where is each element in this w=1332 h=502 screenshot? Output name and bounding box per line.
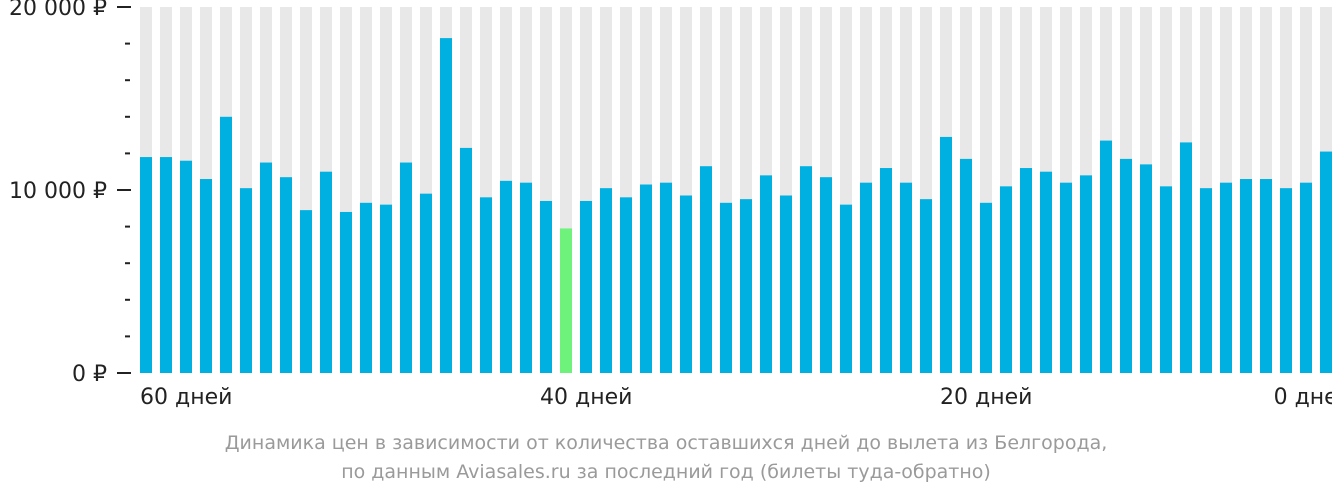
bar	[980, 202, 992, 373]
bar	[720, 202, 732, 373]
bar	[700, 166, 712, 373]
bar	[900, 182, 912, 373]
bar	[400, 162, 412, 373]
bar	[1320, 151, 1332, 373]
bar	[820, 177, 832, 373]
bar	[860, 182, 872, 373]
bar	[580, 200, 592, 373]
bar	[1000, 186, 1012, 373]
x-tick-label: 20 дней	[940, 385, 1032, 410]
bar	[600, 188, 612, 373]
bar	[360, 202, 372, 373]
bar	[540, 200, 552, 373]
bar	[960, 158, 972, 373]
bar	[800, 166, 812, 373]
bar	[1060, 182, 1072, 373]
bar	[940, 136, 952, 373]
bar	[1080, 175, 1092, 373]
bar	[1020, 168, 1032, 373]
y-tick-label: 10 000 ₽	[9, 179, 107, 204]
bar	[1120, 158, 1132, 373]
y-axis: 20 000 ₽ 10 000 ₽ 0 ₽	[9, 0, 131, 387]
x-tick-label: 40 дней	[540, 385, 632, 410]
bar	[420, 193, 432, 373]
bar	[440, 38, 452, 374]
chart-caption-line-2: по данным Aviasales.ru за последний год …	[341, 461, 991, 483]
bar	[180, 160, 192, 373]
bar	[260, 162, 272, 373]
bar	[1160, 186, 1172, 373]
bar	[840, 204, 852, 373]
price-dynamics-chart: 20 000 ₽ 10 000 ₽ 0 ₽ 60 дней 40 дней 20 дне…	[9, 0, 1332, 410]
bar	[1140, 164, 1152, 373]
bar	[1200, 188, 1212, 373]
bar	[500, 180, 512, 373]
x-tick-label: 60 дней	[140, 385, 232, 410]
bar	[680, 195, 692, 373]
bar	[1180, 142, 1192, 373]
bar	[160, 157, 172, 373]
x-tick-label: 0 дней	[1274, 385, 1332, 410]
chart-caption-line-1: Динамика цен в зависимости от количества…	[224, 432, 1108, 454]
bar	[220, 116, 232, 374]
bar	[1040, 171, 1052, 373]
bar	[740, 199, 752, 373]
bar	[460, 147, 472, 373]
bar-cheapest	[560, 228, 572, 373]
bar	[880, 168, 892, 373]
bar-layer	[140, 38, 1332, 374]
bar	[920, 199, 932, 373]
bar	[1260, 179, 1272, 373]
bar	[480, 197, 492, 373]
bar	[520, 182, 532, 373]
bar	[1220, 182, 1232, 373]
bar	[280, 177, 292, 373]
bar	[760, 175, 772, 373]
bar	[780, 195, 792, 373]
bar	[1300, 182, 1312, 373]
x-axis: 60 дней 40 дней 20 дней 0 дней	[140, 385, 1332, 410]
bar	[1280, 188, 1292, 373]
bar	[1100, 140, 1112, 373]
bar	[340, 211, 352, 373]
bar	[640, 184, 652, 373]
bar	[240, 188, 252, 373]
bar	[620, 197, 632, 373]
y-tick-label: 20 000 ₽	[9, 0, 107, 21]
bar	[320, 171, 332, 373]
bar	[140, 157, 152, 373]
y-tick-label: 0 ₽	[72, 362, 107, 387]
bar	[300, 210, 312, 373]
bar-background-layer	[140, 7, 1332, 373]
bar	[380, 204, 392, 373]
bar	[1240, 179, 1252, 373]
bar	[660, 182, 672, 373]
bar	[200, 179, 212, 373]
